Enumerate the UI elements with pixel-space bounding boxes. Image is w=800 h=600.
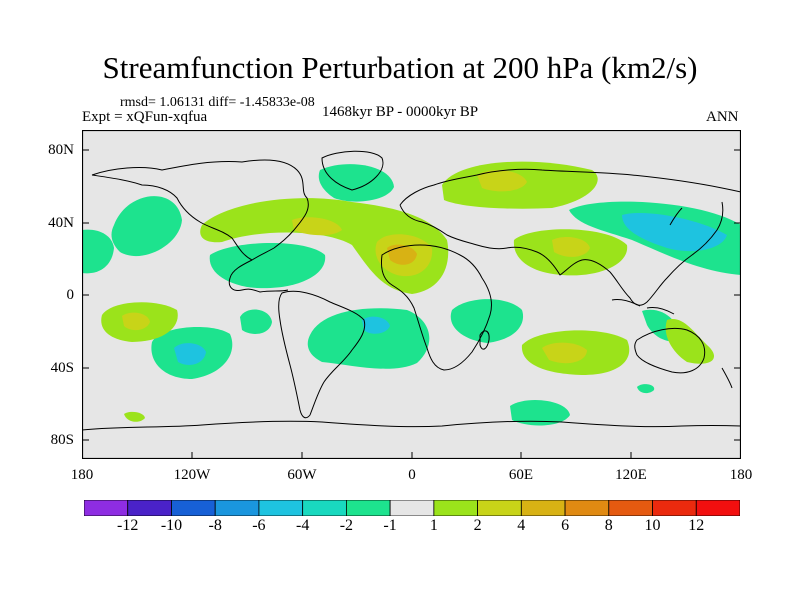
colorbar-swatch xyxy=(345,500,391,516)
africa-coast xyxy=(381,244,493,371)
anomaly-region xyxy=(209,242,326,289)
indonesia-coast xyxy=(611,299,675,315)
colorbar-label: 6 xyxy=(561,517,570,534)
colorbar-swatch xyxy=(477,500,522,516)
lon-tick-label: 120W xyxy=(173,467,211,483)
anomaly-region xyxy=(622,212,727,252)
strong-negative-anomaly-regions xyxy=(174,212,727,365)
season-label: ANN xyxy=(706,109,739,125)
colorbar-swatch xyxy=(564,500,610,516)
australia-coast xyxy=(634,327,706,374)
lon-tick-label: 120E xyxy=(615,467,647,483)
colorbar-swatch xyxy=(652,500,697,516)
colorbar-label: 12 xyxy=(688,517,705,534)
anomaly-region xyxy=(240,309,272,334)
colorbar-swatch xyxy=(520,500,566,516)
map-background xyxy=(82,130,741,459)
anomaly-region xyxy=(174,343,206,365)
colorbar-label: -8 xyxy=(208,517,222,534)
new-zealand-coast xyxy=(721,367,733,389)
lat-tick-label: 80N xyxy=(48,142,74,158)
colorbar-swatch xyxy=(127,500,172,516)
colorbar xyxy=(84,500,740,516)
anomaly-region xyxy=(307,308,430,369)
colorbar-swatch xyxy=(84,500,129,516)
anomaly-region xyxy=(542,342,587,364)
europe-asia-coast xyxy=(399,168,741,306)
anomaly-region xyxy=(637,384,655,394)
anomaly-region xyxy=(318,164,394,202)
anomaly-region xyxy=(122,312,150,331)
anomaly-region xyxy=(450,299,524,343)
lon-tick-label: 0 xyxy=(408,467,416,483)
lon-tick-label: 60E xyxy=(508,467,534,483)
north-america-coast xyxy=(91,159,309,293)
strong-positive-anomaly-regions xyxy=(387,244,417,265)
colorbar-swatch xyxy=(258,500,304,516)
chart-title: Streamfunction Perturbation at 200 hPa (… xyxy=(102,50,698,85)
south-america-coast xyxy=(278,290,366,419)
colorbar-swatch xyxy=(433,500,478,516)
colorbar-label: -6 xyxy=(252,517,266,534)
anomaly-region xyxy=(362,316,390,334)
colorbar-label: 4 xyxy=(517,517,526,534)
colorbar-label: -10 xyxy=(160,517,183,534)
japan-coast xyxy=(669,207,683,226)
anomaly-region xyxy=(82,229,114,274)
lon-tick-label: 60W xyxy=(287,467,317,483)
anomaly-region xyxy=(552,236,590,257)
anomaly-region xyxy=(387,244,417,265)
greenland-coast xyxy=(321,150,384,191)
colorbar-swatch xyxy=(695,500,740,516)
colorbar-swatch xyxy=(608,500,653,516)
anomaly-region xyxy=(124,411,145,422)
colorbar-label: 1 xyxy=(429,517,438,534)
colorbar-label: 2 xyxy=(473,517,482,534)
period-label: 1468kyr BP - 0000kyr BP xyxy=(322,104,479,120)
colorbar-label: 10 xyxy=(644,517,661,534)
stats-text: rmsd= 1.06131 diff= -1.45833e-08 xyxy=(120,95,315,110)
moderate-positive-anomaly-regions xyxy=(122,170,590,364)
lat-tick-label: 40N xyxy=(48,215,74,231)
anomaly-region xyxy=(665,319,715,364)
madagascar-coast xyxy=(479,330,490,350)
colorbar-swatch xyxy=(214,500,260,516)
lat-tick-label: 0 xyxy=(66,287,75,303)
lon-tick-label: 180 xyxy=(729,467,753,483)
map-panel xyxy=(82,130,741,459)
anomaly-region xyxy=(111,196,182,257)
anomaly-region xyxy=(510,400,570,426)
colorbar-label: -2 xyxy=(339,517,354,534)
colorbar-label: -1 xyxy=(383,517,397,534)
colorbar-swatch xyxy=(389,500,435,516)
lon-tick-label: 180 xyxy=(70,467,94,483)
coastlines xyxy=(82,150,741,431)
colorbar-swatch xyxy=(171,500,216,516)
anomaly-region xyxy=(292,217,342,236)
anomaly-region xyxy=(200,198,449,294)
colorbar-label: 8 xyxy=(604,517,613,534)
lat-tick-label: 80S xyxy=(50,432,74,448)
tick-marks xyxy=(82,149,741,459)
colorbar-label: -4 xyxy=(296,517,310,534)
colorbar-swatch xyxy=(302,500,347,516)
lat-tick-label: 40S xyxy=(50,360,74,376)
anomaly-region xyxy=(477,170,527,192)
antarctica-coast xyxy=(82,420,741,431)
experiment-label: Expt = xQFun-xqfua xyxy=(82,109,208,125)
colorbar-label: -12 xyxy=(117,517,139,534)
